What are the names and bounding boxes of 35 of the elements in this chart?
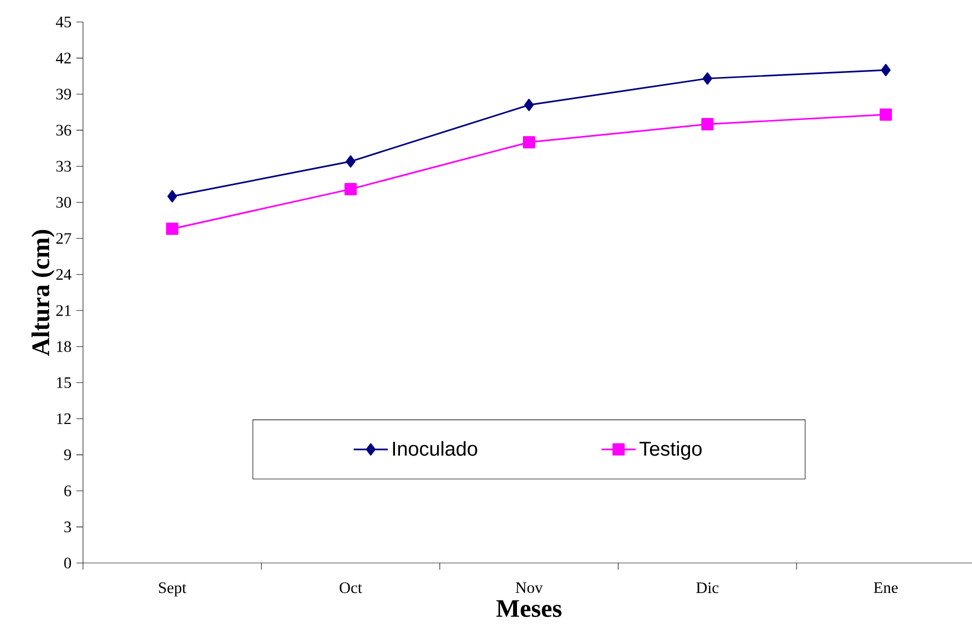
y-tick-label: 0	[64, 558, 72, 568]
y-tick-label: 21	[56, 305, 71, 316]
y-tick-label: 27	[56, 233, 72, 244]
legend-label: Inoculado	[393, 441, 478, 456]
y-tick-label: 24	[56, 269, 72, 280]
x-tick-label: Ene	[874, 582, 898, 593]
y-tick-label: 36	[56, 124, 72, 136]
y-tick-label: 9	[64, 449, 71, 460]
x-tick-label: Sept	[159, 582, 186, 596]
point	[524, 98, 534, 112]
y-tick-label: 12	[57, 413, 71, 424]
y-tick-label: 30	[56, 196, 72, 208]
y-tick-label: 39	[56, 88, 71, 100]
point	[167, 190, 177, 202]
x-tick-label: Dic	[696, 582, 718, 594]
x-tick-label: Oct	[340, 582, 362, 594]
y-tick-label: 3	[64, 522, 72, 532]
legend-label: Testigo	[640, 441, 702, 460]
point	[881, 64, 891, 76]
point	[701, 118, 714, 130]
point	[344, 182, 357, 196]
y-tick-label: 18	[57, 341, 72, 352]
point	[346, 155, 356, 168]
y-tick-label: 42	[56, 52, 71, 64]
y-tick-label: 33	[56, 160, 72, 172]
x-tick-label: Nov	[516, 582, 543, 593]
y-axis-title: Altura (cm)	[32, 230, 54, 356]
point	[166, 222, 178, 235]
y-tick-label: 6	[64, 485, 72, 496]
point	[880, 108, 892, 121]
point	[522, 136, 536, 148]
point	[702, 72, 712, 85]
y-tick-label: 45	[56, 16, 72, 28]
y-tick-label: 15	[57, 377, 72, 388]
x-axis-title: Meses	[496, 600, 562, 618]
